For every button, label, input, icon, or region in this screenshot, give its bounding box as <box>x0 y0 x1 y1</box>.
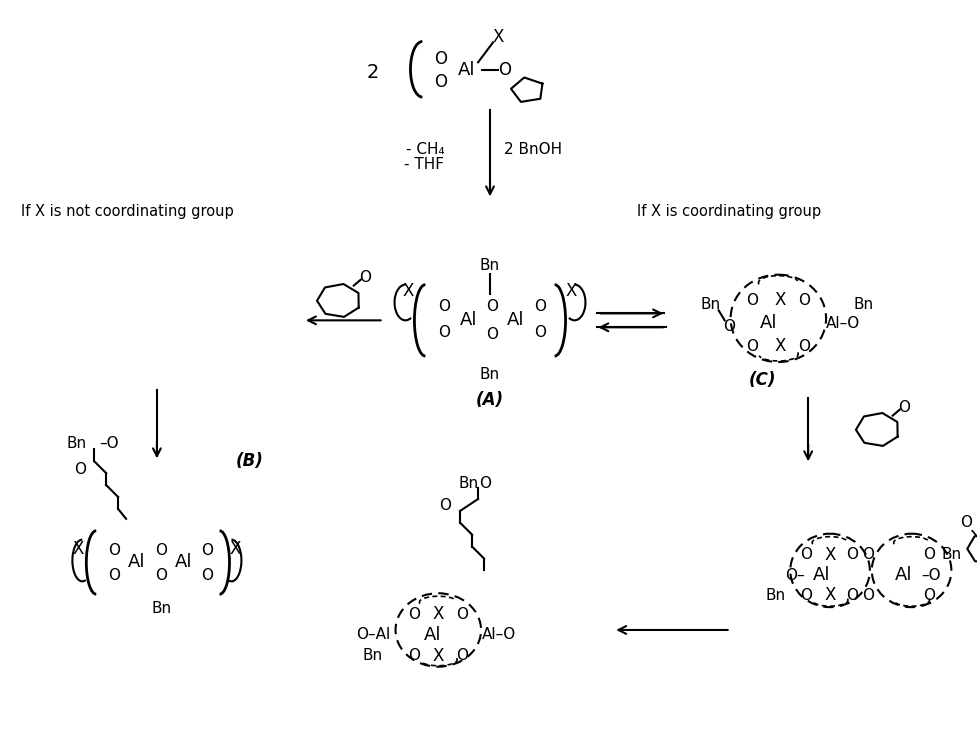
Text: X: X <box>774 291 786 310</box>
Text: If X is not coordinating group: If X is not coordinating group <box>21 204 233 219</box>
Text: O: O <box>801 547 812 562</box>
Text: O: O <box>747 339 759 353</box>
Text: Bn: Bn <box>67 436 86 451</box>
Text: O: O <box>434 73 447 91</box>
Text: Al: Al <box>423 626 441 644</box>
Text: O: O <box>534 299 546 314</box>
Text: (C): (C) <box>749 371 776 389</box>
Text: O: O <box>861 588 874 603</box>
Text: O: O <box>479 475 491 491</box>
Text: X: X <box>774 337 786 355</box>
Text: O: O <box>456 648 468 664</box>
Text: O: O <box>747 293 759 308</box>
Text: (B): (B) <box>235 453 264 470</box>
Text: O: O <box>108 568 121 583</box>
Text: Al: Al <box>507 311 524 329</box>
Text: O: O <box>923 547 936 562</box>
Text: O: O <box>534 325 546 339</box>
Text: O: O <box>439 499 451 513</box>
Text: If X is coordinating group: If X is coordinating group <box>637 204 821 219</box>
Text: O: O <box>409 607 420 621</box>
Text: O: O <box>74 461 86 477</box>
Text: O: O <box>798 339 810 353</box>
Text: O: O <box>202 568 214 583</box>
Text: (A): (A) <box>476 391 504 409</box>
Text: O–: O– <box>786 568 806 583</box>
Text: O: O <box>359 270 370 285</box>
Text: Al–O: Al–O <box>482 627 516 642</box>
Text: Al–O: Al–O <box>826 316 860 331</box>
Text: O: O <box>486 299 498 314</box>
Text: O: O <box>202 543 214 558</box>
Text: O: O <box>846 588 858 603</box>
Text: Al: Al <box>895 566 912 585</box>
Text: Bn: Bn <box>363 648 383 664</box>
Text: O: O <box>499 61 512 80</box>
Text: O: O <box>409 648 420 664</box>
Text: O: O <box>801 588 812 603</box>
Text: O: O <box>155 543 167 558</box>
Text: Al: Al <box>175 553 192 572</box>
Text: Bn: Bn <box>854 297 874 312</box>
Text: Al: Al <box>760 315 777 332</box>
Text: Bn: Bn <box>701 297 721 312</box>
Text: Bn: Bn <box>152 601 172 615</box>
Text: O: O <box>861 547 874 562</box>
Text: O: O <box>434 50 447 69</box>
Text: Bn: Bn <box>458 475 478 491</box>
Text: Bn: Bn <box>480 367 500 383</box>
Text: - THF: - THF <box>405 157 444 172</box>
Text: X: X <box>403 282 415 299</box>
Text: O–Al: O–Al <box>357 627 391 642</box>
Text: X: X <box>824 545 836 564</box>
Text: X: X <box>432 647 444 665</box>
Text: - CH₄: - CH₄ <box>406 142 444 157</box>
Text: O: O <box>960 515 972 530</box>
Text: X: X <box>432 605 444 623</box>
Text: O: O <box>722 319 735 334</box>
Text: O: O <box>486 327 498 342</box>
Text: X: X <box>73 539 84 558</box>
Text: O: O <box>846 547 858 562</box>
Text: O: O <box>438 299 450 314</box>
Text: O: O <box>923 588 936 603</box>
Text: –O: –O <box>921 568 941 583</box>
Text: X: X <box>492 28 504 45</box>
Text: X: X <box>824 586 836 604</box>
Text: Bn: Bn <box>765 588 785 603</box>
Text: Al: Al <box>460 311 477 329</box>
Text: O: O <box>108 543 121 558</box>
Text: O: O <box>798 293 810 308</box>
Text: Bn: Bn <box>942 547 961 562</box>
Text: O: O <box>456 607 468 621</box>
Text: X: X <box>565 282 577 299</box>
Text: Al: Al <box>813 566 831 585</box>
Text: O: O <box>438 325 450 339</box>
Text: Al: Al <box>458 61 475 80</box>
Text: 2 BnOH: 2 BnOH <box>504 142 563 157</box>
Text: 2: 2 <box>367 63 379 82</box>
Text: –O: –O <box>99 436 119 451</box>
Text: Bn: Bn <box>480 258 500 273</box>
Text: O: O <box>898 400 909 415</box>
Text: Al: Al <box>128 553 146 572</box>
Text: X: X <box>229 539 241 558</box>
Text: O: O <box>155 568 167 583</box>
